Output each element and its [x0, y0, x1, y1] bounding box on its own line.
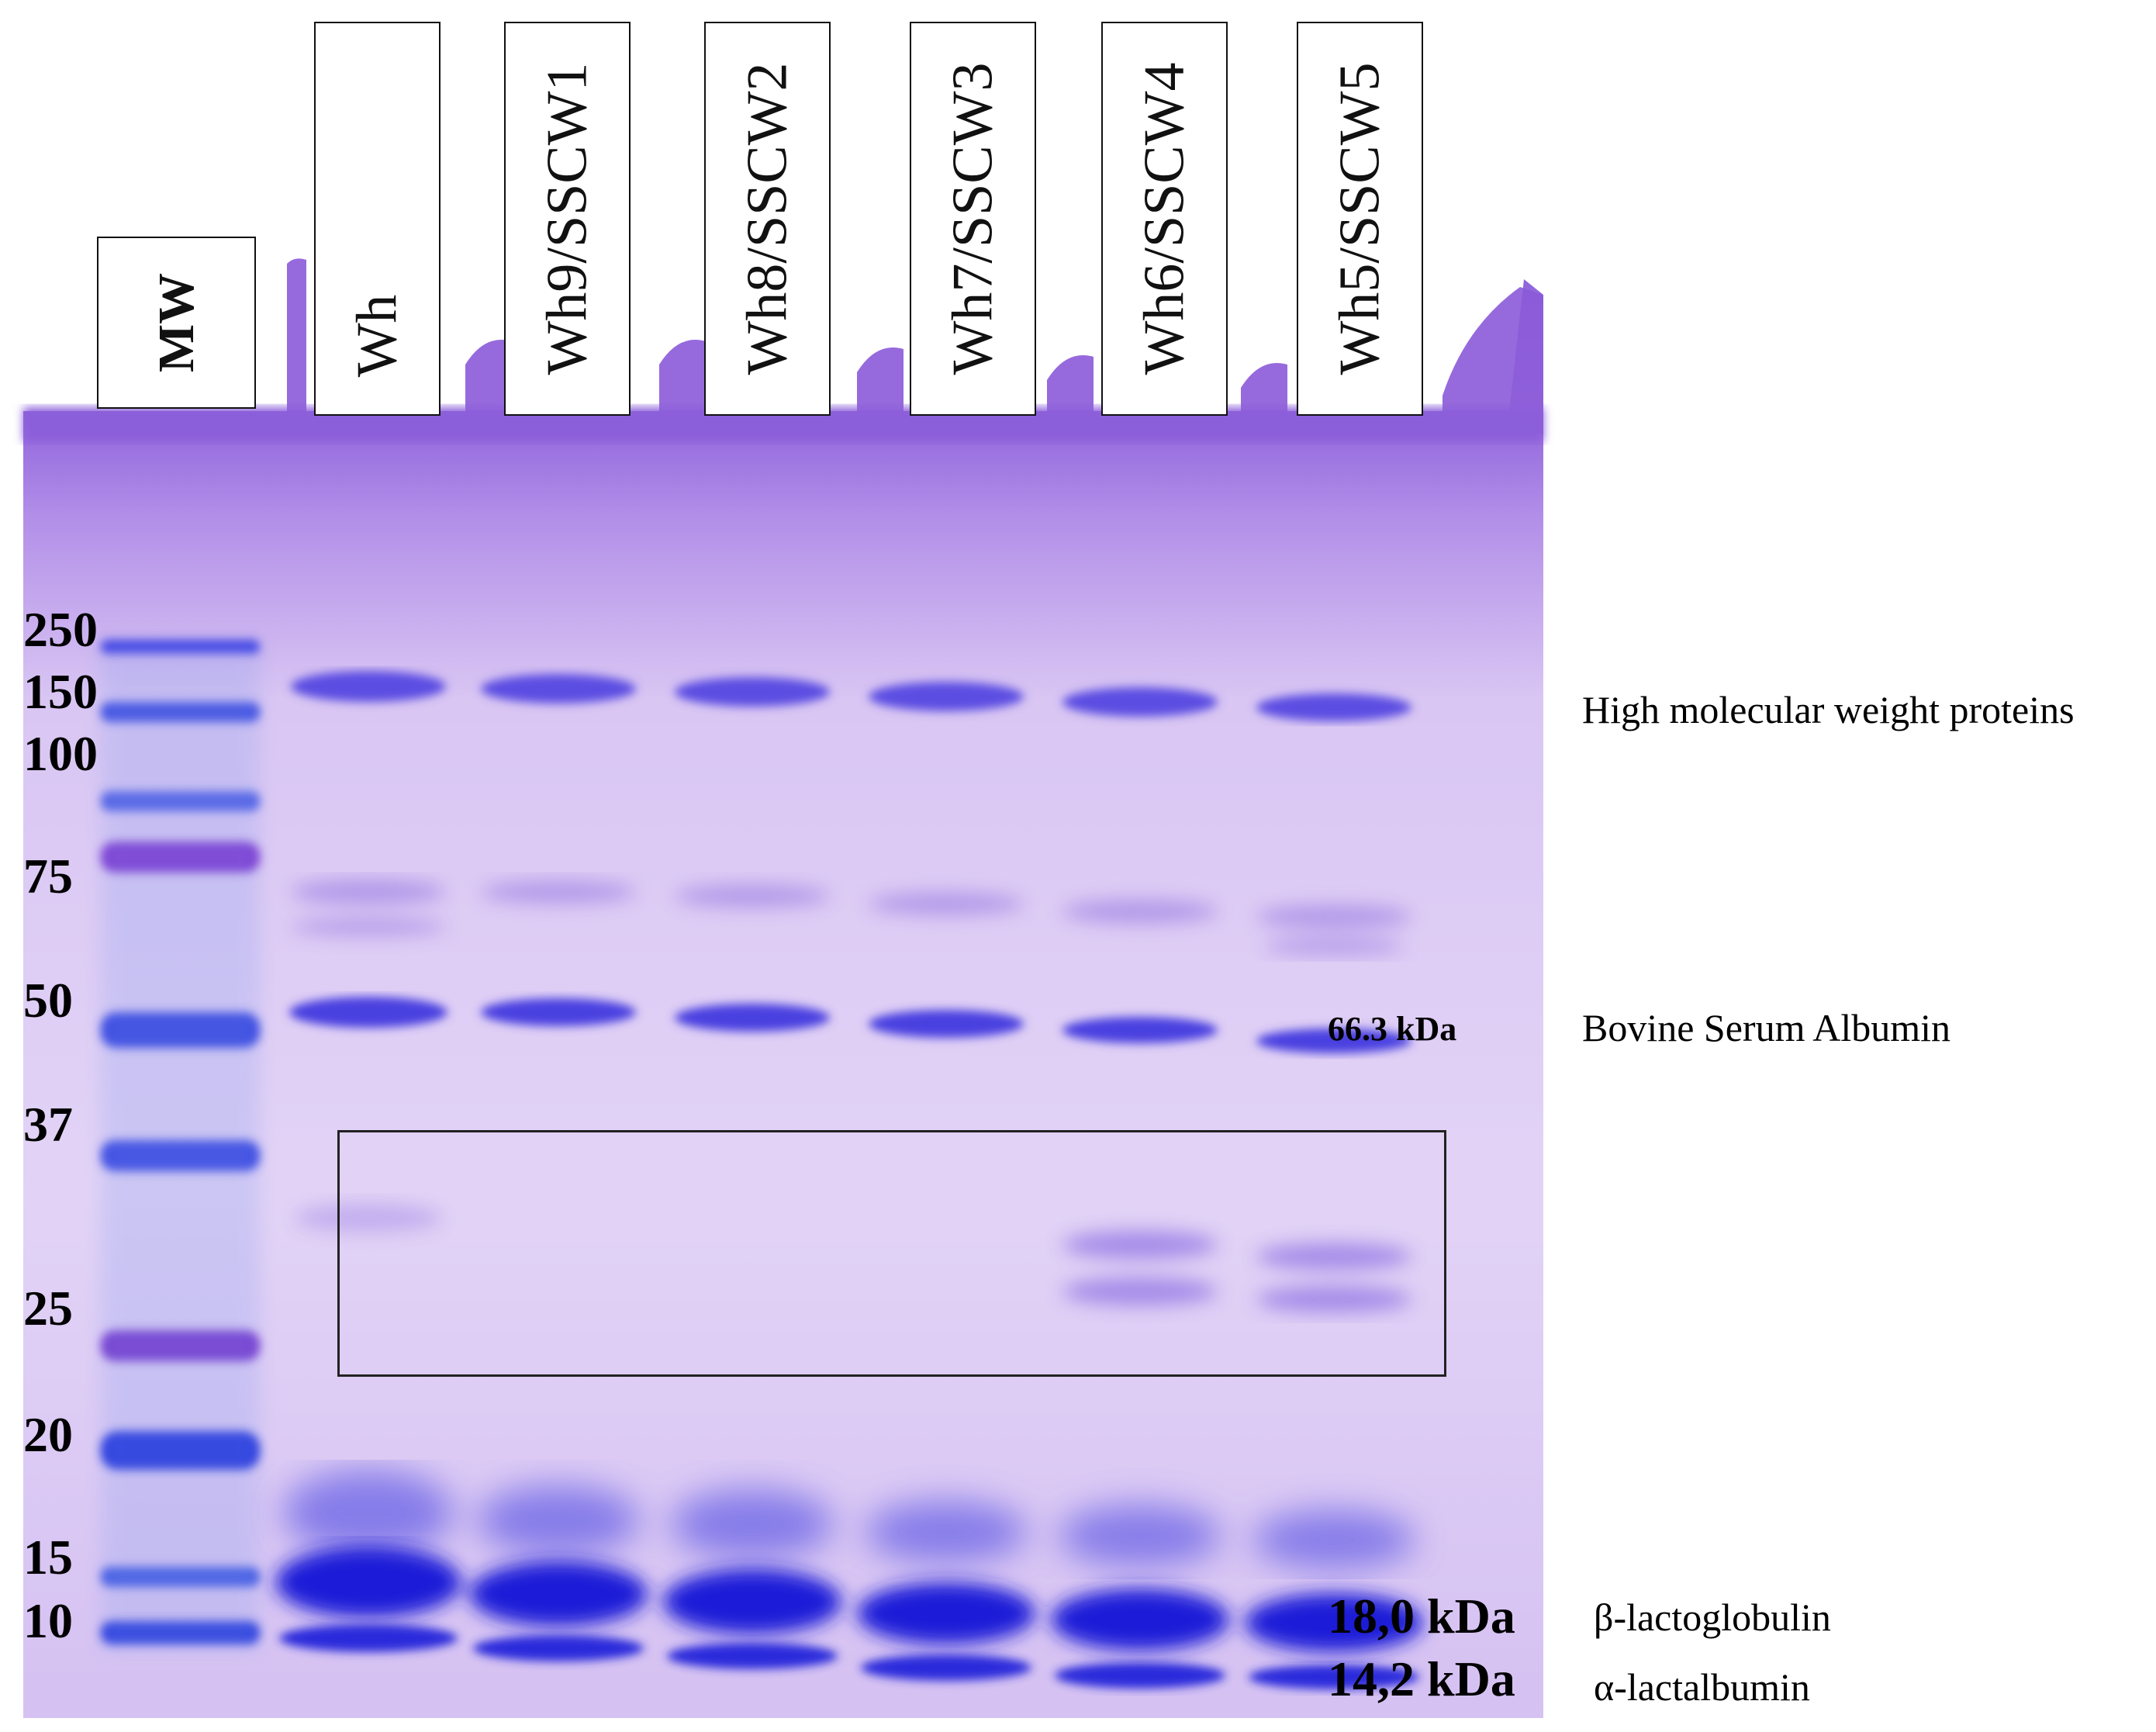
ala-protein-label: α-lactalbumin — [1594, 1665, 1810, 1709]
mw-marker-150: 150 — [23, 664, 98, 719]
lane-label-wh6-sscw4: Wh6/SSCW4 — [1101, 22, 1228, 416]
blg-protein-label: β-lactoglobulin — [1594, 1595, 1831, 1639]
lane-label-text: Wh7/SSCW3 — [941, 62, 1004, 375]
mw-marker-75: 75 — [23, 849, 73, 904]
lane-label-text: Wh6/SSCW4 — [1132, 62, 1196, 375]
mw-marker-50: 50 — [23, 973, 73, 1028]
sample-bands — [275, 671, 1423, 1689]
lane-label-text: Wh8/SSCW2 — [735, 62, 799, 375]
mw-marker-10: 10 — [23, 1593, 73, 1648]
mw-marker-100: 100 — [23, 726, 98, 781]
ala-kda-label: 14,2 kDa — [1328, 1651, 1515, 1706]
lane-label-text: MW — [147, 272, 205, 373]
lane-label-wh9-sscw1: Wh9/SSCW1 — [504, 22, 631, 416]
lane-label-mw: MW — [97, 237, 256, 409]
blg-kda-label: 18,0 kDa — [1328, 1589, 1515, 1644]
region-of-interest-box — [337, 1130, 1446, 1377]
lane-label-text: Wh9/SSCW1 — [535, 62, 599, 375]
mw-marker-250: 250 — [23, 602, 98, 657]
mw-marker-25: 25 — [23, 1281, 73, 1336]
lane-label-wh7-sscw3: Wh7/SSCW3 — [910, 22, 1036, 416]
hmw-protein-label: High molecular weight proteins — [1582, 688, 2075, 731]
lane-label-text: Wh5/SSCW5 — [1328, 62, 1391, 375]
lane-label-wh: Wh — [314, 22, 441, 416]
mw-marker-20: 20 — [23, 1407, 73, 1462]
lane-label-text: Wh — [345, 294, 409, 378]
lane-label-wh8-sscw2: Wh8/SSCW2 — [704, 22, 831, 416]
lane-label-wh5-sscw5: Wh5/SSCW5 — [1297, 22, 1423, 416]
mw-marker-15: 15 — [23, 1530, 73, 1585]
mw-marker-37: 37 — [23, 1097, 73, 1152]
bsa-kda-label: 66.3 kDa — [1328, 1010, 1457, 1048]
bsa-protein-label: Bovine Serum Albumin — [1582, 1006, 1950, 1049]
